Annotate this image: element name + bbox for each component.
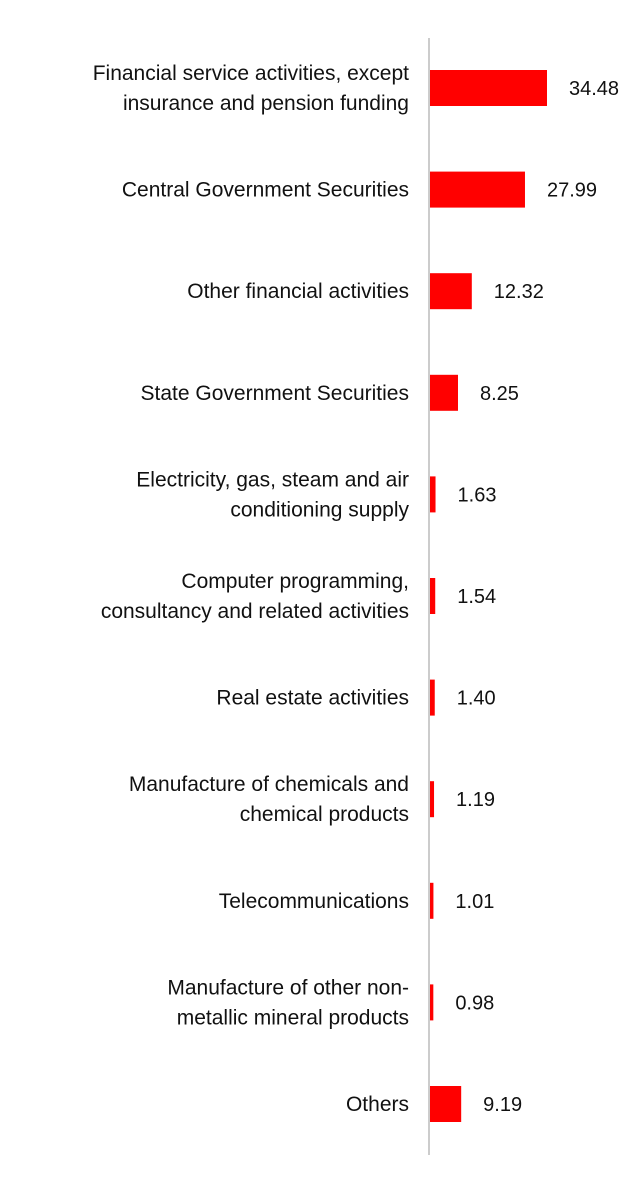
category-label-line: insurance and pension funding: [123, 92, 409, 115]
category-label-line: Central Government Securities: [122, 179, 409, 202]
data-label: 1.54: [457, 586, 496, 608]
bar: [430, 578, 436, 614]
category-label-line: Others: [346, 1093, 409, 1116]
bar: [430, 679, 435, 716]
category-label-line: Financial service activities, except: [93, 62, 409, 85]
category-label: Electricity, gas, steam and air condition…: [136, 468, 409, 521]
bar: [430, 882, 434, 919]
data-label: 1.63: [458, 484, 497, 506]
bar: [430, 70, 547, 106]
category-label: Others: [346, 1093, 409, 1116]
data-label: 34.48: [569, 78, 619, 100]
category-label: Manufacture of chemicals and chemical pro…: [129, 773, 409, 826]
bar: [430, 781, 435, 818]
category-label: State Government Securities: [141, 382, 409, 405]
data-label: 9.19: [483, 1094, 522, 1116]
category-label-line: Manufacture of chemicals and: [129, 773, 409, 796]
category-label: Other financial activities: [187, 280, 409, 303]
data-label: 1.01: [455, 891, 494, 913]
category-label-line: chemical products: [240, 803, 409, 826]
category-label: Computer programming, consultancy and rel…: [101, 570, 409, 623]
category-label-line: Other financial activities: [187, 280, 409, 303]
bar: [430, 273, 472, 310]
data-label: 0.98: [455, 992, 494, 1014]
bar: [430, 1086, 462, 1122]
category-label-line: consultancy and related activities: [101, 600, 409, 623]
category-label-line: Computer programming,: [181, 570, 409, 593]
category-label: Real estate activities: [216, 687, 409, 710]
bar: [430, 374, 458, 411]
category-label-line: Manufacture of other non-: [167, 976, 409, 999]
data-label: 12.32: [494, 281, 544, 303]
category-label-line: State Government Securities: [141, 382, 409, 405]
bar: [430, 984, 434, 1021]
category-label: Telecommunications: [219, 890, 409, 913]
data-label: 1.19: [456, 789, 495, 811]
plot-area: 34.48 Financial service activities, excep…: [93, 62, 619, 1122]
category-label: Central Government Securities: [122, 179, 409, 202]
category-label-line: Telecommunications: [219, 890, 409, 913]
data-label: 8.25: [480, 383, 519, 405]
category-label-line: Real estate activities: [216, 687, 409, 710]
category-label: Manufacture of other non-metallic minera…: [167, 976, 409, 1029]
category-label-line: Electricity, gas, steam and air: [136, 468, 409, 491]
category-label-line: metallic mineral products: [177, 1006, 409, 1029]
category-label-line: conditioning supply: [230, 498, 409, 521]
bar: [430, 476, 436, 513]
category-label: Financial service activities, except insu…: [93, 62, 409, 115]
data-label: 1.40: [457, 688, 496, 710]
bar: [430, 171, 525, 208]
data-label: 27.99: [547, 180, 597, 202]
